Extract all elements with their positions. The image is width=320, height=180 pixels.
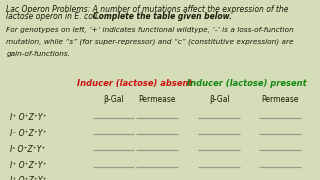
Text: I⁺ O⁺Z⁺Y⁺: I⁺ O⁺Z⁺Y⁺	[10, 176, 46, 180]
Text: I⁺ O⁺Z⁺Y⁺: I⁺ O⁺Z⁺Y⁺	[10, 112, 46, 122]
Text: β-Gal: β-Gal	[209, 95, 229, 104]
Text: Permease: Permease	[261, 95, 299, 104]
Text: Inducer (lactose) absent: Inducer (lactose) absent	[77, 79, 192, 88]
Text: I⁺ O⁺Z⁺Y⁺: I⁺ O⁺Z⁺Y⁺	[10, 161, 46, 170]
Text: I⁻ O⁺Z⁺Y⁺: I⁻ O⁺Z⁺Y⁺	[10, 129, 46, 138]
Text: Inducer (lactose) present: Inducer (lactose) present	[187, 79, 306, 88]
Text: Iˢ O⁺Z⁺Y⁺: Iˢ O⁺Z⁺Y⁺	[10, 145, 45, 154]
Text: Complete the table given below.: Complete the table given below.	[93, 12, 232, 21]
Text: For genotypes on left, ‘+’ indicates functional wildtype, ‘-’ is a loss-of-funct: For genotypes on left, ‘+’ indicates fun…	[6, 27, 294, 33]
Text: Permease: Permease	[138, 95, 176, 104]
Text: lactose operon in E. coli.: lactose operon in E. coli.	[6, 12, 102, 21]
Text: Lac Operon Problems: A number of mutations affect the expression of the: Lac Operon Problems: A number of mutatio…	[6, 4, 289, 14]
Text: mutation, while “s” (for super-repressor) and “c” (constitutive expression) are: mutation, while “s” (for super-repressor…	[6, 39, 294, 45]
Text: β-Gal: β-Gal	[103, 95, 124, 104]
Text: gain-of-functions.: gain-of-functions.	[6, 50, 70, 57]
